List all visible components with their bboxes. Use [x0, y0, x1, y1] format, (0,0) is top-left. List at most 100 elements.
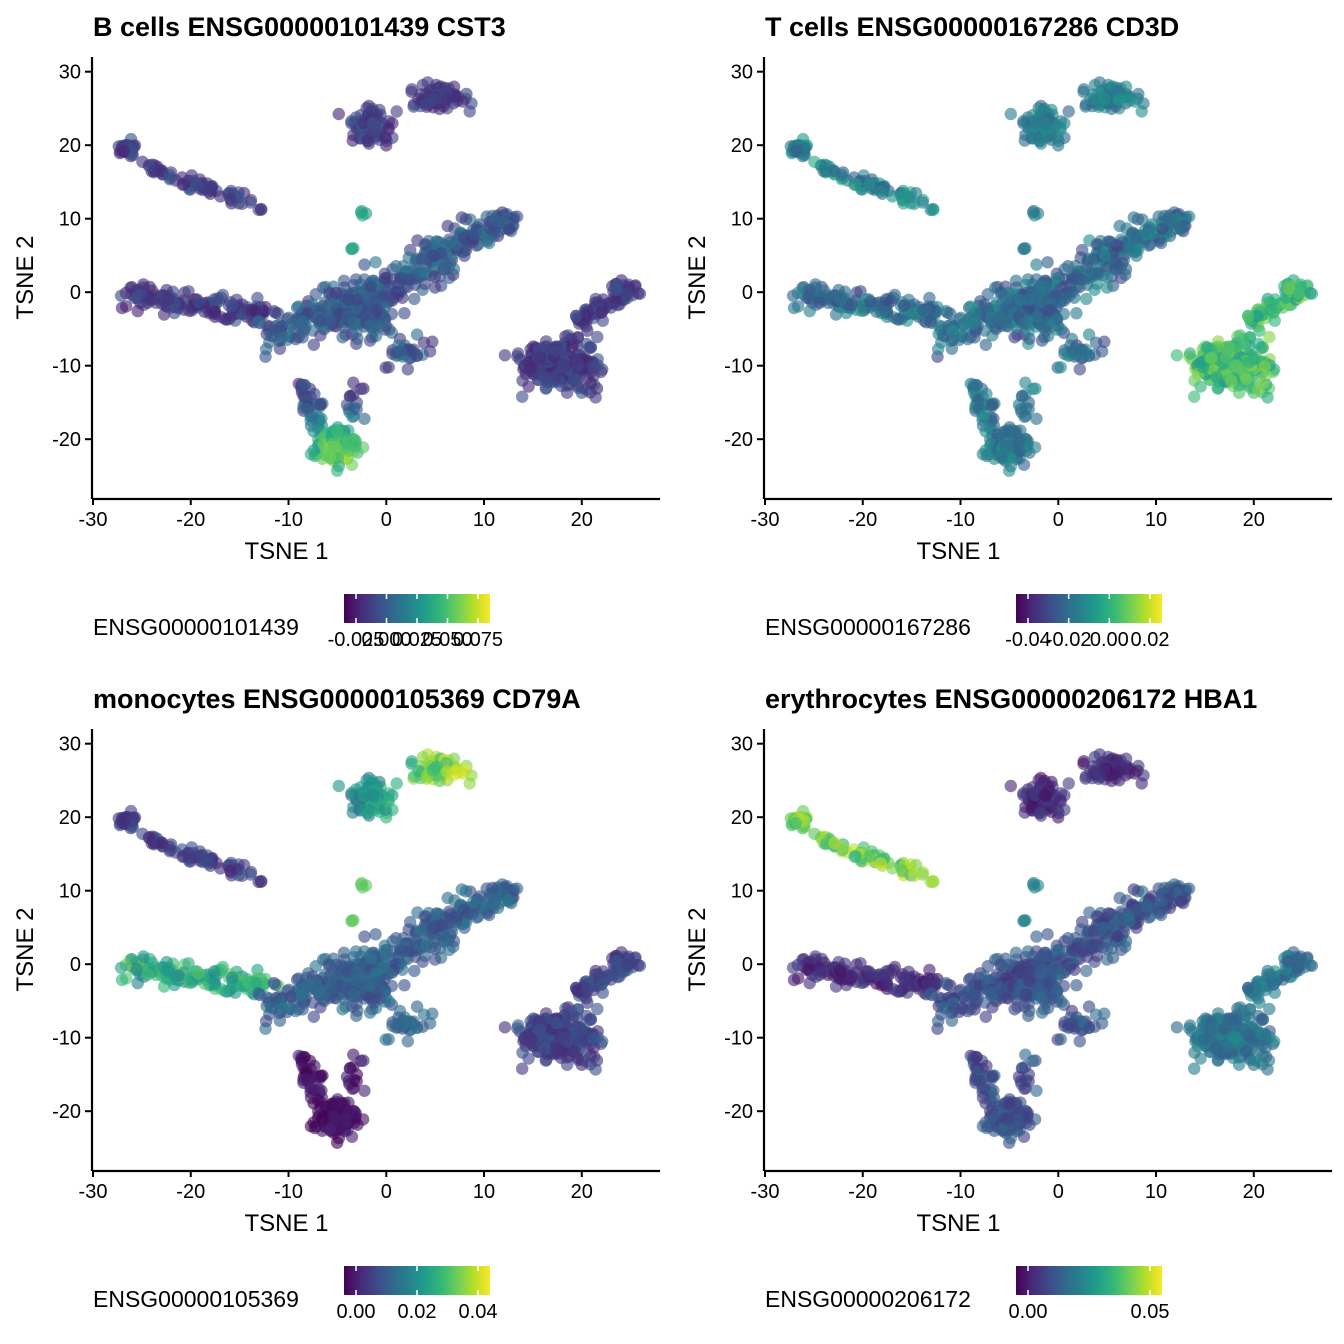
cell-point [313, 314, 327, 327]
panel-cd3d: T cells ENSG00000167286 CD3D -30 -20 -10 0 10… [672, 0, 1344, 672]
cell-point [874, 185, 887, 198]
cell-point [382, 361, 395, 374]
x-axis-label: TSNE 1 [244, 538, 328, 565]
cell-point [314, 398, 327, 411]
cell-point [358, 412, 371, 425]
cell-point [341, 293, 355, 306]
legend: ENSG00000167286 -0.04-0.020.00 0.02 [765, 594, 1169, 651]
cell-point [269, 306, 282, 319]
y-tick-label: 20 [59, 135, 81, 157]
cell-point [202, 185, 215, 198]
cell-point [568, 1044, 581, 1057]
cell-point [379, 984, 392, 998]
cell-point [426, 921, 440, 934]
cell-point [581, 324, 594, 337]
cell-point [1100, 281, 1114, 294]
cell-point [1068, 291, 1081, 304]
y-tick-label: 30 [59, 734, 81, 756]
cell-point [1036, 280, 1050, 293]
cell-point [1019, 242, 1032, 255]
cell-point [431, 235, 444, 248]
cell-point [1042, 304, 1055, 317]
cell-point [254, 874, 268, 888]
cell-point [486, 209, 499, 223]
cell-point [595, 306, 608, 319]
cell-point [350, 997, 363, 1011]
cell-point [1292, 287, 1305, 300]
cell-point [289, 332, 302, 346]
cell-point [580, 383, 593, 396]
cell-point [226, 299, 239, 312]
cell-point [482, 236, 496, 250]
cell-point [383, 323, 396, 336]
y-tick-label: 30 [59, 62, 81, 84]
cell-point [891, 312, 904, 326]
cell-point [369, 928, 382, 941]
cell-point [569, 309, 583, 323]
cell-point [548, 1040, 562, 1054]
y-tick-label: -10 [52, 356, 81, 378]
cell-point [141, 296, 154, 309]
cell-point [358, 258, 371, 271]
cell-point [136, 155, 149, 168]
cell-point [401, 1035, 414, 1048]
y-tick-label: 10 [59, 209, 81, 231]
chart-title: monocytes ENSG00000105369 CD79A [93, 684, 581, 714]
y-tick-label: 0 [70, 282, 81, 304]
x-tick-label: 10 [473, 1181, 495, 1203]
cell-point [363, 319, 376, 332]
tsne-plot-hba1: erythrocytes ENSG00000206172 HBA1-30 -20-… [684, 684, 1332, 1323]
cell-point [355, 876, 368, 890]
cell-point [426, 764, 439, 777]
colorbar-label: 0.025 [392, 629, 442, 651]
cell-point [926, 874, 940, 888]
cell-point [423, 345, 437, 358]
cell-point [803, 304, 816, 318]
cell-point [1013, 293, 1027, 306]
cell-point [1022, 325, 1035, 339]
cell-point [1033, 806, 1046, 820]
tsne-plot-cd3d: T cells ENSG00000167286 CD3D-30 -20 -10 0 10… [684, 12, 1332, 651]
cell-point [370, 304, 383, 317]
cell-point [341, 965, 355, 978]
cell-point [273, 1014, 287, 1027]
cell-point [304, 448, 318, 461]
cell-point [1243, 356, 1256, 369]
colorbar-label: -0.025 [328, 629, 385, 651]
cell-point [1070, 307, 1083, 320]
cell-point [595, 978, 608, 991]
cell-point [787, 973, 801, 987]
cell-point [224, 192, 237, 205]
cell-point [1054, 361, 1067, 374]
cell-point [398, 979, 411, 992]
chart-title: T cells ENSG00000167286 CD3D [765, 12, 1179, 42]
cell-point [945, 342, 959, 355]
cell-point [879, 293, 893, 306]
cell-point [332, 779, 345, 793]
cell-point [813, 296, 826, 309]
cell-point [835, 168, 848, 181]
cell-point [192, 295, 205, 308]
cell-point [226, 971, 239, 984]
cell-point [580, 1055, 593, 1068]
cell-point [921, 976, 934, 990]
cell-point [466, 896, 480, 909]
x-tick-label: -20 [176, 1181, 205, 1203]
cell-point [1082, 328, 1096, 341]
cell-point [1112, 765, 1125, 778]
cell-point [525, 361, 538, 374]
cell-point [1003, 425, 1016, 439]
cell-point [456, 95, 470, 108]
cell-point [579, 981, 592, 995]
cell-point [1100, 270, 1113, 283]
tsne-plot-cd79a: monocytes ENSG00000105369 CD79A-30 -20 -10… [12, 684, 660, 1323]
cell-point [433, 102, 446, 116]
cell-point [1027, 204, 1040, 218]
cell-point [390, 105, 403, 118]
cell-point [498, 349, 512, 362]
cell-point [249, 976, 262, 990]
cell-point [1035, 319, 1048, 332]
cell-point [1090, 238, 1103, 251]
cell-point [441, 891, 454, 905]
cell-point [803, 976, 816, 990]
